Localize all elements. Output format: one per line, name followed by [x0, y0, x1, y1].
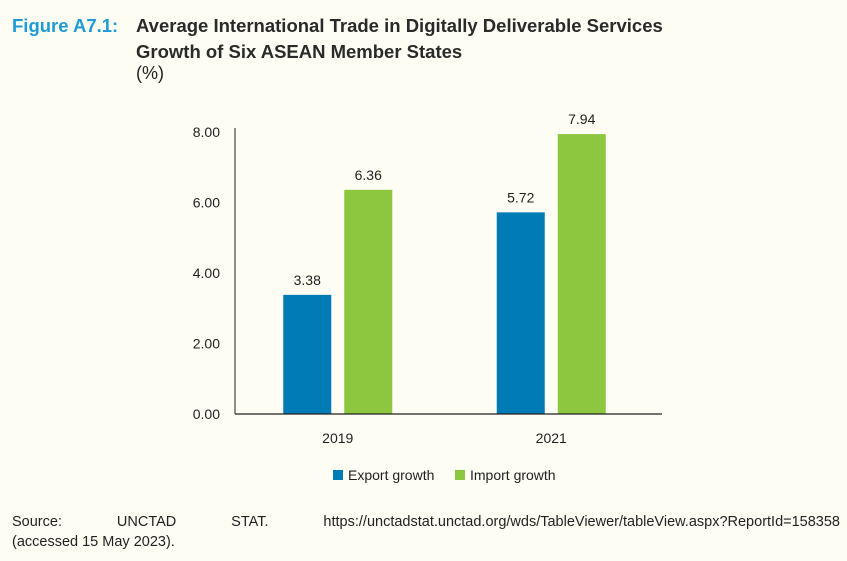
legend-label: Export growth [348, 467, 434, 483]
data-label: 7.94 [568, 111, 595, 127]
y-tick-label: 4.00 [193, 265, 220, 281]
unit-label: (%) [136, 63, 164, 83]
x-tick-label: 2021 [536, 430, 567, 446]
title-line-1: Average International Trade in Digitally… [136, 15, 663, 36]
legend-swatch [455, 470, 465, 480]
bar-import-growth-2019 [344, 189, 393, 414]
source-word: UNCTAD [116, 514, 177, 530]
legend-label: Import growth [470, 467, 556, 483]
data-label: 3.38 [294, 272, 321, 288]
y-tick-label: 2.00 [193, 336, 220, 352]
title-line-2: Growth of Six ASEAN Member States [136, 41, 463, 62]
y-tick-label: 0.00 [193, 406, 220, 422]
y-tick-label: 6.00 [193, 195, 220, 211]
source-word: STAT. [231, 514, 269, 530]
legend-swatch [333, 470, 343, 480]
bar-export-growth-2019 [283, 294, 332, 414]
source-accessed: (accessed 15 May 2023). [12, 534, 175, 550]
bar-export-growth-2021 [496, 212, 545, 414]
y-tick-label: 8.00 [193, 124, 220, 140]
source-word: Source: [12, 514, 62, 530]
source-url[interactable]: https://unctadstat.unctad.org/wds/TableV… [323, 514, 840, 530]
x-tick-label: 2019 [322, 430, 353, 446]
source-note: Source: UNCTAD STAT. https://unctadstat.… [12, 512, 840, 552]
figure-label: Figure A7.1: [12, 15, 119, 36]
data-label: 6.36 [355, 167, 382, 183]
bar-import-growth-2021 [557, 134, 606, 415]
data-label: 5.72 [507, 189, 534, 205]
